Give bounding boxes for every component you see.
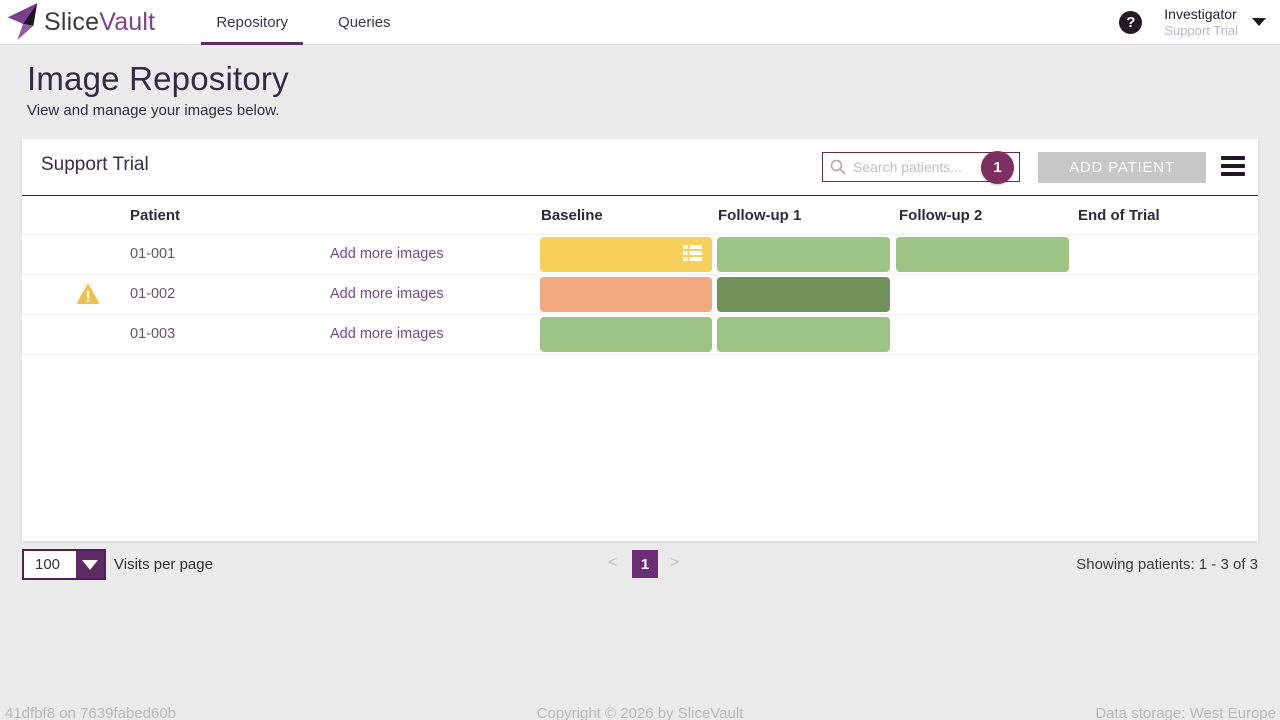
col-header-followup-1: Follow-up 1 [718, 207, 802, 224]
table-row: 01-003 Add more images [22, 315, 1258, 355]
per-page-value: 100 [35, 556, 61, 573]
col-header-patient: Patient [130, 207, 181, 224]
visit-block-baseline[interactable] [540, 237, 712, 272]
patient-id-link[interactable]: 01-002 [130, 286, 176, 302]
patient-id-link[interactable]: 01-003 [130, 326, 176, 342]
warning-triangle-icon [77, 284, 99, 304]
table-header-row: Patient Baseline Follow-up 1 Follow-up 2… [22, 196, 1258, 235]
slicevault-logo-icon [7, 3, 38, 40]
per-page-dropdown-button[interactable] [76, 551, 104, 578]
patient-id-link[interactable]: 01-001 [130, 246, 176, 262]
col-header-followup-2: Follow-up 2 [899, 207, 983, 224]
dropdown-arrow-icon [82, 559, 98, 570]
add-patient-button[interactable]: ADD PATIENT [1038, 152, 1206, 183]
search-icon [830, 159, 846, 175]
add-more-images-link[interactable]: Add more images [330, 326, 444, 342]
card-header: Support Trial 1 ADD PATIENT [22, 139, 1258, 196]
list-icon [683, 245, 702, 261]
build-version: 41dfbf8 on 7639fabed60b [5, 705, 176, 720]
visit-block-baseline[interactable] [540, 317, 712, 352]
nav-tabs: Repository Queries [191, 0, 415, 45]
pagination-bar: 100 Visits per page < 1 > Showing patien… [0, 549, 1280, 581]
table-row: 01-002 Add more images [22, 275, 1258, 315]
next-page-button[interactable]: > [670, 554, 680, 571]
col-header-baseline: Baseline [541, 207, 603, 224]
trial-card: Support Trial 1 ADD PATIENT Patient Base… [22, 139, 1258, 541]
table-row: 01-001 Add more images [22, 235, 1258, 275]
nav-right: ? Investigator Support Trial [1119, 6, 1266, 39]
trial-title: Support Trial [41, 154, 149, 175]
footer: 41dfbf8 on 7639fabed60b Copyright © 2026… [0, 704, 1280, 720]
visit-block-followup-1[interactable] [717, 317, 890, 352]
add-more-images-link[interactable]: Add more images [330, 246, 444, 262]
user-name: Investigator [1164, 5, 1237, 22]
visit-block-followup-1[interactable] [717, 277, 890, 312]
visit-block-followup-2[interactable] [896, 237, 1069, 272]
top-navigation: SliceVault Repository Queries ? Investig… [0, 0, 1280, 45]
chevron-down-icon[interactable] [1252, 18, 1266, 26]
patients-summary: Showing patients: 1 - 3 of 3 [1076, 556, 1258, 573]
col-header-end-of-trial: End of Trial [1078, 207, 1160, 224]
page-title: Image Repository [27, 60, 289, 97]
add-more-images-link[interactable]: Add more images [330, 286, 444, 302]
data-storage-region: Data storage: West Europe [1095, 705, 1276, 720]
page-subtitle: View and manage your images below. [27, 102, 280, 119]
tab-queries[interactable]: Queries [338, 13, 391, 31]
search-filter-badge[interactable]: 1 [981, 151, 1014, 184]
hamburger-menu-icon[interactable] [1221, 156, 1245, 178]
current-page-button[interactable]: 1 [632, 550, 658, 578]
visit-block-baseline[interactable] [540, 277, 712, 312]
copyright: Copyright © 2026 by SliceVault [536, 705, 744, 720]
prev-page-button[interactable]: < [608, 554, 618, 571]
per-page-label: Visits per page [114, 556, 213, 573]
page-head: Image Repository View and manage your im… [27, 60, 289, 119]
tab-repository[interactable]: Repository [191, 0, 313, 45]
brand-name: SliceVault [44, 7, 156, 36]
visit-block-followup-1[interactable] [717, 237, 890, 272]
help-icon[interactable]: ? [1119, 10, 1143, 34]
per-page-select[interactable]: 100 [22, 549, 106, 580]
user-menu[interactable]: Investigator Support Trial [1164, 6, 1238, 39]
user-role: Support Trial [1164, 22, 1238, 38]
brand-logo[interactable]: SliceVault [6, 2, 155, 42]
